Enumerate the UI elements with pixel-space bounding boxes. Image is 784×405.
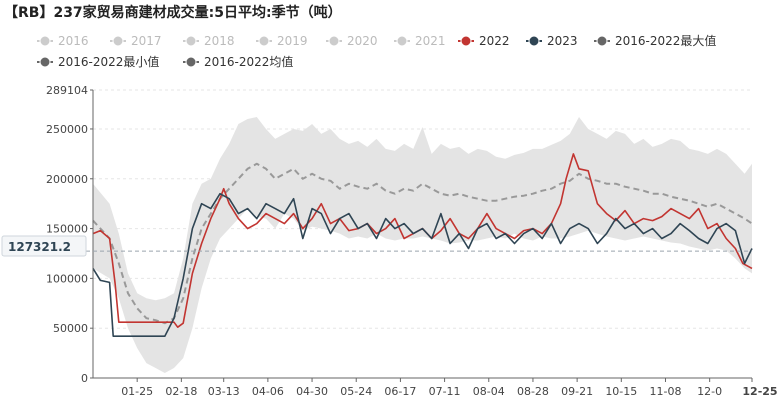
legend-marker-7[interactable]	[528, 35, 540, 47]
x-tick-label-6: 06-17	[384, 385, 416, 398]
legend-marker-10[interactable]	[185, 56, 197, 68]
x-tick-label-0: 01-25	[121, 385, 153, 398]
x-tick-label-10: 09-21	[561, 385, 593, 398]
legend[interactable]: 2016 2017 2018 2019 2020 2021 2022 2023 2016-202…	[37, 33, 716, 69]
cursor-label: 127321.2	[1, 235, 87, 257]
legend-label-8[interactable]: 2016-2022最大值	[615, 33, 716, 48]
legend-marker-1[interactable]	[112, 35, 124, 47]
chart-title: 【RB】237家贸易商建材成交量:5日平均:季节（吨）	[4, 5, 342, 21]
x-tick-label-14: 12-25	[742, 385, 777, 398]
x-tick-label-13: 12-0	[697, 385, 722, 398]
y-tick-label-4: 200000	[46, 173, 88, 186]
y-tick-label-3: 150000	[46, 223, 88, 236]
legend-marker-2[interactable]	[185, 35, 197, 47]
legend-marker-6[interactable]	[460, 35, 472, 47]
legend-marker-8[interactable]	[596, 35, 608, 47]
range-band	[93, 117, 752, 373]
cursor-value: 127321.2	[8, 240, 71, 254]
legend-label-10[interactable]: 2016-2022均值	[204, 54, 293, 69]
x-tick-label-3: 04-06	[252, 385, 284, 398]
legend-label-2[interactable]: 2018	[204, 34, 235, 48]
series-lines	[92, 153, 753, 337]
series-line-2	[92, 192, 753, 337]
axes: 0 50000 100000 150000 200000 250000 289104 01-2…	[46, 84, 778, 398]
legend-label-1[interactable]: 2017	[131, 34, 162, 48]
x-tick-label-12: 11-08	[649, 385, 681, 398]
x-tick-label-5: 05-24	[340, 385, 372, 398]
x-tick-label-4: 04-30	[296, 385, 328, 398]
legend-label-5[interactable]: 2021	[415, 34, 446, 48]
x-tick-label-2: 03-13	[208, 385, 240, 398]
x-tick-label-8: 08-04	[473, 385, 505, 398]
series-line-0	[92, 162, 753, 325]
legend-label-6[interactable]: 2022	[479, 34, 510, 48]
max-min-band	[93, 117, 752, 373]
legend-label-4[interactable]: 2020	[347, 34, 378, 48]
y-tick-label-0: 0	[81, 372, 88, 385]
y-tick-label-2: 100000	[46, 272, 88, 285]
y-tick-label-5: 250000	[46, 123, 88, 136]
legend-label-3[interactable]: 2019	[277, 34, 308, 48]
legend-marker-4[interactable]	[328, 35, 340, 47]
legend-marker-0[interactable]	[39, 35, 51, 47]
y-tick-label-1: 50000	[53, 322, 88, 335]
y-tick-label-6: 289104	[46, 84, 88, 97]
legend-label-0[interactable]: 2016	[58, 34, 89, 48]
legend-marker-5[interactable]	[396, 35, 408, 47]
x-tick-label-1: 02-18	[165, 385, 197, 398]
legend-label-9[interactable]: 2016-2022最小值	[58, 54, 159, 69]
legend-marker-3[interactable]	[258, 35, 270, 47]
x-tick-label-7: 07-11	[429, 385, 461, 398]
legend-label-7[interactable]: 2023	[547, 34, 578, 48]
legend-marker-9[interactable]	[39, 56, 51, 68]
x-tick-label-11: 10-15	[605, 385, 637, 398]
x-tick-label-9: 08-28	[517, 385, 549, 398]
